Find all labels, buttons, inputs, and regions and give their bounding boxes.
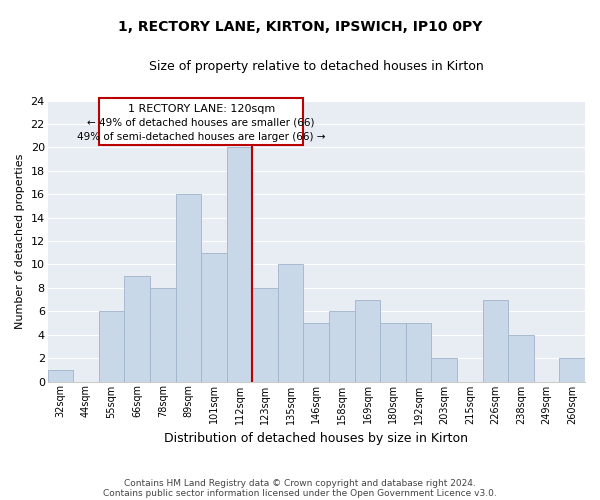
Bar (124, 276, 150, 382)
Title: Size of property relative to detached houses in Kirton: Size of property relative to detached ho… (149, 60, 484, 73)
Bar (99, 312, 124, 382)
Bar (227, 148, 253, 382)
Bar (278, 264, 304, 382)
Bar (355, 300, 380, 382)
Bar (150, 288, 176, 382)
Bar (47, 370, 73, 382)
Text: Contains HM Land Registry data © Crown copyright and database right 2024.: Contains HM Land Registry data © Crown c… (124, 478, 476, 488)
X-axis label: Distribution of detached houses by size in Kirton: Distribution of detached houses by size … (164, 432, 468, 445)
Text: 1, RECTORY LANE, KIRTON, IPSWICH, IP10 0PY: 1, RECTORY LANE, KIRTON, IPSWICH, IP10 0… (118, 20, 482, 34)
Bar (253, 288, 278, 382)
Bar (508, 334, 534, 382)
Bar (482, 300, 508, 382)
Text: 1 RECTORY LANE: 120sqm: 1 RECTORY LANE: 120sqm (128, 104, 275, 114)
Bar (380, 323, 406, 382)
Bar (431, 358, 457, 382)
Bar (559, 358, 585, 382)
Bar (329, 312, 355, 382)
Text: Contains public sector information licensed under the Open Government Licence v3: Contains public sector information licen… (103, 488, 497, 498)
Text: ← 49% of detached houses are smaller (66): ← 49% of detached houses are smaller (66… (88, 118, 315, 128)
Bar (406, 323, 431, 382)
FancyBboxPatch shape (99, 98, 304, 145)
Text: 49% of semi-detached houses are larger (66) →: 49% of semi-detached houses are larger (… (77, 132, 325, 141)
Bar (176, 194, 201, 382)
Y-axis label: Number of detached properties: Number of detached properties (15, 154, 25, 328)
Bar (304, 323, 329, 382)
Bar (201, 252, 227, 382)
